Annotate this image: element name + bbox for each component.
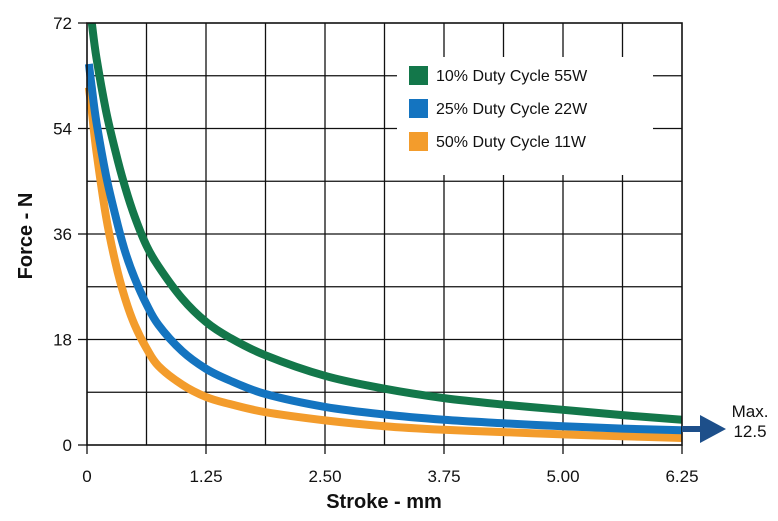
max-label-line2: 12.5 xyxy=(733,422,766,441)
legend-label: 50% Duty Cycle 11W xyxy=(436,134,587,151)
legend-label: 25% Duty Cycle 22W xyxy=(436,101,588,118)
y-tick-label: 18 xyxy=(53,331,72,350)
x-axis-title: Stroke - mm xyxy=(326,491,442,513)
max-label-line1: Max. xyxy=(732,402,769,421)
y-tick-label: 72 xyxy=(53,14,72,33)
y-tick-label: 36 xyxy=(53,225,72,244)
series-lines xyxy=(84,22,683,442)
legend-background xyxy=(397,57,653,175)
x-tick-label: 5.00 xyxy=(546,467,579,486)
y-tick-label: 54 xyxy=(53,120,72,139)
legend: 10% Duty Cycle 55W 25% Duty Cycle 22W 50% … xyxy=(397,57,653,175)
max-stroke-annotation: Max. 12.5 xyxy=(682,402,768,443)
y-axis-ticks: 0 18 36 54 72 xyxy=(53,14,87,455)
y-tick-label: 0 xyxy=(63,436,72,455)
series-line-10-duty-cycle-55w xyxy=(87,22,683,424)
x-tick-label: 3.75 xyxy=(427,467,460,486)
x-tick-label: 6.25 xyxy=(665,467,698,486)
x-tick-label: 1.25 xyxy=(189,467,222,486)
legend-swatch xyxy=(409,132,428,151)
x-tick-label: 0 xyxy=(82,467,91,486)
x-tick-label: 2.50 xyxy=(308,467,341,486)
legend-swatch xyxy=(409,99,428,118)
legend-label: 10% Duty Cycle 55W xyxy=(436,68,588,85)
legend-swatch xyxy=(409,66,428,85)
series-line-25-duty-cycle-22w xyxy=(84,63,683,435)
x-axis-ticks: 0 1.25 2.50 3.75 5.00 6.25 xyxy=(82,445,699,486)
series-line-50-duty-cycle-11w xyxy=(84,86,683,442)
max-arrow-head xyxy=(700,415,726,443)
y-axis-title: Force - N xyxy=(15,193,37,280)
